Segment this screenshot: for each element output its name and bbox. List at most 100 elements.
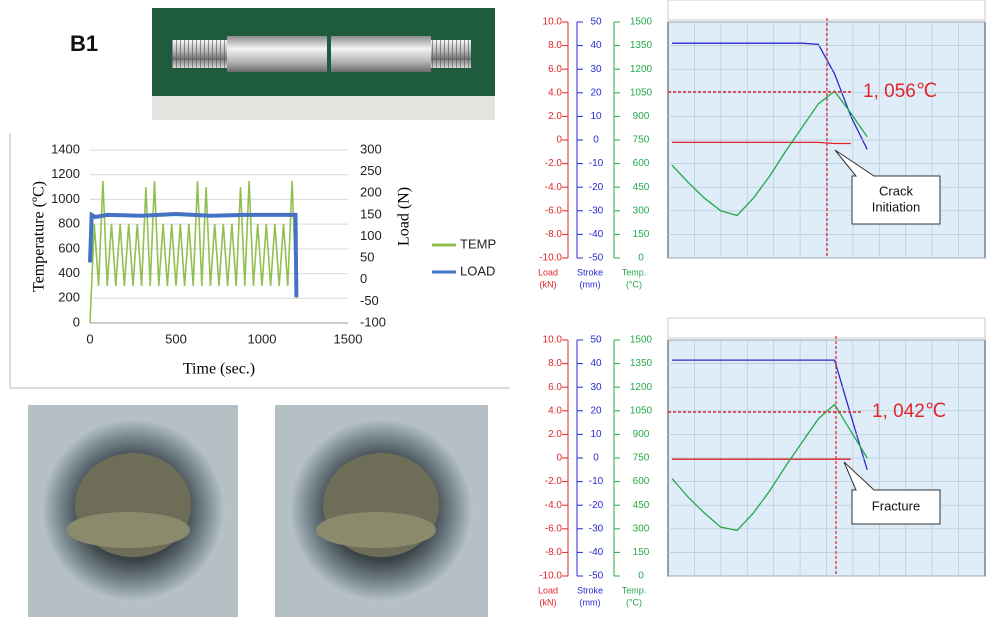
figure: B1 0200400600800100012001400-100-5005010…	[0, 0, 993, 621]
axis-title: Stroke	[577, 585, 603, 595]
y-tick-label: 900	[633, 111, 650, 122]
axis-title: Load	[538, 267, 558, 277]
y-tick-label: 1050	[630, 87, 653, 98]
y-tick-label: -2.0	[545, 158, 563, 169]
y-axis-title: Temperature (ºC)	[31, 181, 48, 292]
y-tick-label: 0	[593, 453, 599, 464]
y-tick-label: -10.0	[539, 253, 562, 264]
y-tick-label: 2.0	[548, 111, 562, 122]
y-tick-label: 1050	[630, 405, 653, 416]
y-tick-label: 600	[58, 240, 80, 255]
y2-tick-label: 100	[360, 228, 382, 243]
y-tick-label: 8.0	[548, 40, 562, 51]
y-tick-label: 400	[58, 265, 80, 280]
marker-label: 1, 056℃	[863, 81, 937, 102]
y-tick-label: 800	[58, 216, 80, 231]
y2-tick-label: 0	[360, 271, 367, 286]
axis-title: (°C)	[626, 597, 642, 607]
y-tick-label: -2.0	[545, 476, 563, 487]
y-tick-label: 600	[633, 158, 650, 169]
y-tick-label: 0	[556, 135, 562, 146]
axis-title: (°C)	[626, 279, 642, 289]
y-tick-label: 4.0	[548, 87, 562, 98]
y-tick-label: 10	[590, 429, 602, 440]
y-tick-label: -4.0	[545, 182, 563, 193]
y-tick-label: 8.0	[548, 358, 562, 369]
y-tick-label: -8.0	[545, 547, 563, 558]
data-line	[90, 181, 296, 323]
y2-tick-label: 200	[360, 185, 382, 200]
y-tick-label: 1000	[51, 191, 80, 206]
y-tick-label: 30	[590, 382, 602, 393]
ruler	[152, 96, 495, 120]
x-tick-label: 0	[86, 331, 93, 346]
y-tick-label: 1500	[630, 17, 653, 28]
thread	[431, 40, 471, 68]
x-tick-label: 1000	[248, 331, 277, 346]
y-tick-label: 450	[633, 500, 650, 511]
y-tick-label: 0	[593, 135, 599, 146]
y-tick-label: 40	[590, 358, 602, 369]
y-tick-label: 40	[590, 40, 602, 51]
y-tick-label: 1350	[630, 358, 653, 369]
axis-title: Load	[538, 585, 558, 595]
fracture-surface	[66, 512, 190, 548]
y-tick-label: -40	[589, 229, 604, 240]
panel-header	[668, 318, 985, 338]
y-tick-label: -8.0	[545, 229, 563, 240]
y-tick-label: 1400	[51, 141, 80, 156]
y-tick-label: -50	[589, 571, 604, 582]
y-tick-label: 10	[590, 111, 602, 122]
x-tick-label: 500	[165, 331, 187, 346]
y2-tick-label: 300	[360, 141, 382, 156]
axis-title: Stroke	[577, 267, 603, 277]
axis-title: (mm)	[580, 597, 601, 607]
y-tick-label: 50	[590, 17, 602, 28]
y-tick-label: 0	[638, 253, 644, 264]
y-tick-label: 1350	[630, 40, 653, 51]
y-tick-label: -6.0	[545, 205, 563, 216]
legend-label: TEMP	[460, 236, 496, 251]
y-tick-label: 300	[633, 523, 650, 534]
fracture-photo	[28, 405, 488, 617]
y-tick-label: 30	[590, 64, 602, 75]
y-tick-label: 750	[633, 453, 650, 464]
specimen-photo	[152, 8, 495, 120]
axis-title: (kN)	[540, 597, 557, 607]
thread	[172, 40, 227, 68]
y2-tick-label: 250	[360, 163, 382, 178]
y-tick-label: -20	[589, 182, 604, 193]
callout-text: Fracture	[872, 498, 920, 513]
y-tick-label: -10	[589, 476, 604, 487]
callout-text: Initiation	[872, 199, 920, 214]
y-tick-label: 300	[633, 205, 650, 216]
marker-label: 1, 042℃	[872, 401, 946, 422]
y-tick-label: 750	[633, 135, 650, 146]
y-tick-label: -10.0	[539, 571, 562, 582]
y-tick-label: 150	[633, 547, 650, 558]
y-tick-label: -40	[589, 547, 604, 558]
y-tick-label: -20	[589, 500, 604, 511]
y-tick-label: -6.0	[545, 523, 563, 534]
y-tick-label: 450	[633, 182, 650, 193]
y-tick-label: 0	[556, 453, 562, 464]
y-tick-label: 0	[638, 571, 644, 582]
y-tick-label: 150	[633, 229, 650, 240]
callout-text: Crack	[879, 183, 913, 198]
y-tick-label: 10.0	[543, 335, 563, 346]
y-tick-label: -4.0	[545, 500, 563, 511]
y-tick-label: 200	[58, 290, 80, 305]
y-tick-label: 0	[73, 314, 80, 329]
axis-title: (kN)	[540, 279, 557, 289]
y-tick-label: -30	[589, 523, 604, 534]
y-tick-label: -30	[589, 205, 604, 216]
legend-label: LOAD	[460, 263, 495, 278]
y-tick-label: 4.0	[548, 405, 562, 416]
y2-tick-label: -50	[360, 293, 379, 308]
panel-header	[668, 0, 985, 20]
y-tick-label: 600	[633, 476, 650, 487]
y-tick-label: 20	[590, 405, 602, 416]
rod	[227, 36, 327, 72]
y-tick-label: 1200	[630, 64, 653, 75]
fracture-surface	[316, 512, 436, 548]
